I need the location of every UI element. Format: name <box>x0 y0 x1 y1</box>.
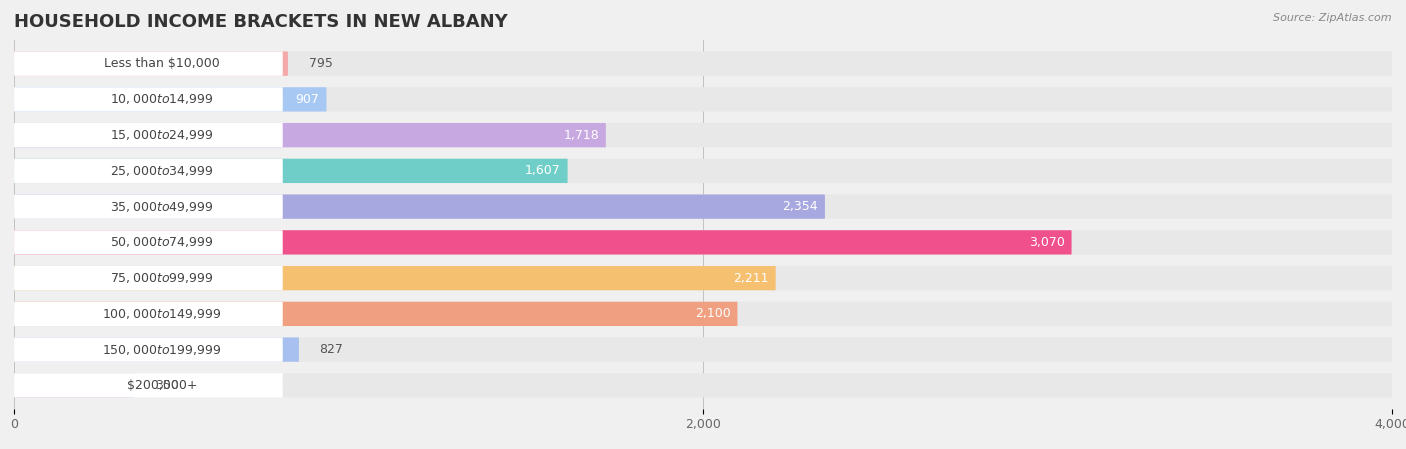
Text: 2,211: 2,211 <box>734 272 769 285</box>
Text: 2,100: 2,100 <box>695 308 731 321</box>
FancyBboxPatch shape <box>14 159 568 183</box>
FancyBboxPatch shape <box>14 159 283 183</box>
Text: 3,070: 3,070 <box>1029 236 1064 249</box>
FancyBboxPatch shape <box>14 338 283 362</box>
Text: $50,000 to $74,999: $50,000 to $74,999 <box>110 235 214 249</box>
FancyBboxPatch shape <box>14 123 606 147</box>
FancyBboxPatch shape <box>14 338 1392 362</box>
FancyBboxPatch shape <box>14 230 283 255</box>
Text: $25,000 to $34,999: $25,000 to $34,999 <box>110 164 214 178</box>
Text: Source: ZipAtlas.com: Source: ZipAtlas.com <box>1274 13 1392 23</box>
Text: 1,607: 1,607 <box>524 164 561 177</box>
Text: Less than $10,000: Less than $10,000 <box>104 57 219 70</box>
Text: $100,000 to $149,999: $100,000 to $149,999 <box>103 307 222 321</box>
FancyBboxPatch shape <box>14 194 1392 219</box>
FancyBboxPatch shape <box>14 302 283 326</box>
Text: 350: 350 <box>155 379 179 392</box>
FancyBboxPatch shape <box>14 194 283 219</box>
FancyBboxPatch shape <box>14 230 1392 255</box>
Text: 2,354: 2,354 <box>782 200 818 213</box>
Text: $15,000 to $24,999: $15,000 to $24,999 <box>110 128 214 142</box>
Text: $75,000 to $99,999: $75,000 to $99,999 <box>110 271 214 285</box>
Text: 907: 907 <box>295 93 319 106</box>
FancyBboxPatch shape <box>14 87 326 111</box>
FancyBboxPatch shape <box>14 123 283 147</box>
FancyBboxPatch shape <box>14 52 288 76</box>
FancyBboxPatch shape <box>14 302 1392 326</box>
Text: 1,718: 1,718 <box>564 128 599 141</box>
FancyBboxPatch shape <box>14 52 283 76</box>
FancyBboxPatch shape <box>14 52 1392 76</box>
Text: $200,000+: $200,000+ <box>127 379 197 392</box>
FancyBboxPatch shape <box>14 159 1392 183</box>
FancyBboxPatch shape <box>14 266 283 290</box>
FancyBboxPatch shape <box>14 373 283 397</box>
Text: $150,000 to $199,999: $150,000 to $199,999 <box>103 343 222 357</box>
Text: 827: 827 <box>319 343 343 356</box>
FancyBboxPatch shape <box>14 123 1392 147</box>
FancyBboxPatch shape <box>14 373 1392 397</box>
FancyBboxPatch shape <box>14 230 1071 255</box>
Text: $10,000 to $14,999: $10,000 to $14,999 <box>110 92 214 106</box>
Text: 795: 795 <box>308 57 332 70</box>
FancyBboxPatch shape <box>14 194 825 219</box>
Text: HOUSEHOLD INCOME BRACKETS IN NEW ALBANY: HOUSEHOLD INCOME BRACKETS IN NEW ALBANY <box>14 13 508 31</box>
FancyBboxPatch shape <box>14 302 738 326</box>
FancyBboxPatch shape <box>14 266 776 290</box>
Text: $35,000 to $49,999: $35,000 to $49,999 <box>110 200 214 214</box>
FancyBboxPatch shape <box>14 87 1392 111</box>
FancyBboxPatch shape <box>14 266 1392 290</box>
FancyBboxPatch shape <box>14 87 283 111</box>
FancyBboxPatch shape <box>14 338 299 362</box>
FancyBboxPatch shape <box>14 373 135 397</box>
